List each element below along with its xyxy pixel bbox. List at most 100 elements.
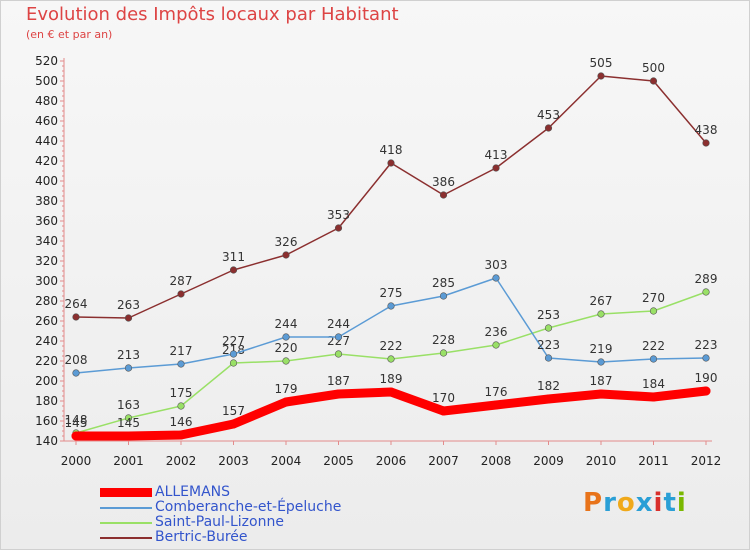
data-point <box>387 302 395 310</box>
logo-letter: t <box>663 488 677 518</box>
data-label: 219 <box>590 342 613 356</box>
data-point <box>229 266 238 274</box>
data-label: 244 <box>327 317 350 331</box>
data-label: 145 <box>65 416 88 430</box>
data-point <box>124 314 133 322</box>
y-tick-label: 260 <box>35 314 58 328</box>
data-point <box>334 333 343 341</box>
data-label: 289 <box>695 272 718 286</box>
data-label: 263 <box>117 298 140 312</box>
data-label: 285 <box>432 276 455 290</box>
x-tick-label: 2010 <box>586 454 617 468</box>
data-point <box>649 392 658 402</box>
y-tick-label: 180 <box>35 394 58 408</box>
data-point <box>544 394 553 404</box>
data-point <box>492 341 500 349</box>
data-label: 223 <box>537 338 560 352</box>
data-point <box>282 251 290 259</box>
data-label: 157 <box>222 404 245 418</box>
x-tick-label: 2000 <box>61 454 92 468</box>
logo-letter: o <box>616 488 636 518</box>
data-label: 163 <box>117 398 140 412</box>
data-label: 148 <box>65 413 88 427</box>
data-label: 311 <box>222 250 245 264</box>
data-label: 453 <box>537 108 560 122</box>
logo-letter: P <box>583 488 604 518</box>
x-tick-label: 2003 <box>218 454 249 468</box>
data-label: 208 <box>65 353 88 367</box>
data-point <box>702 354 710 362</box>
y-tick-label: 400 <box>35 174 58 188</box>
data-point <box>176 430 186 440</box>
data-label: 264 <box>65 297 88 311</box>
y-tick-label: 460 <box>35 114 58 128</box>
legend-label: Comberanche-et-Épeluche <box>155 499 342 515</box>
y-tick-label: 240 <box>35 334 58 348</box>
data-point <box>492 164 500 172</box>
x-tick-label: 2008 <box>481 454 512 468</box>
y-tick-label: 380 <box>35 194 58 208</box>
y-tick-label: 320 <box>35 254 58 268</box>
data-point <box>701 386 711 396</box>
data-point <box>702 288 710 296</box>
data-point <box>544 124 553 132</box>
legend-label: Bertric-Burée <box>155 529 248 545</box>
data-label: 303 <box>485 258 508 272</box>
data-point <box>387 159 395 167</box>
data-label: 187 <box>590 374 613 388</box>
data-label: 145 <box>117 416 140 430</box>
data-point <box>282 357 290 365</box>
data-point <box>439 349 448 357</box>
data-label: 236 <box>485 325 508 339</box>
proxiti-logo: Proxiti <box>583 488 687 518</box>
data-point <box>177 402 185 410</box>
data-point <box>72 369 80 377</box>
x-tick-label: 2012 <box>691 454 722 468</box>
y-tick-label: 360 <box>35 214 58 228</box>
data-label: 223 <box>695 338 718 352</box>
data-label: 175 <box>170 386 193 400</box>
data-point <box>597 358 605 366</box>
data-point <box>439 292 448 300</box>
data-label: 217 <box>170 344 193 358</box>
data-label: 184 <box>642 377 665 391</box>
data-label: 222 <box>380 339 403 353</box>
data-label: 244 <box>275 317 298 331</box>
data-label: 275 <box>380 286 403 300</box>
y-tick-label: 420 <box>35 154 58 168</box>
data-label: 222 <box>642 339 665 353</box>
x-tick-label: 2006 <box>376 454 407 468</box>
y-tick-label: 500 <box>35 74 58 88</box>
y-tick-label: 440 <box>35 134 58 148</box>
legend-swatch <box>100 488 152 497</box>
y-tick-label: 220 <box>35 354 58 368</box>
x-tick-label: 2007 <box>428 454 459 468</box>
data-point <box>492 274 500 282</box>
data-point <box>281 397 291 407</box>
data-label: 182 <box>537 379 560 393</box>
data-label: 353 <box>327 208 350 222</box>
data-point <box>649 355 658 363</box>
y-tick-label: 340 <box>35 234 58 248</box>
data-label: 418 <box>380 143 403 157</box>
data-label: 227 <box>222 334 245 348</box>
data-point <box>649 77 658 85</box>
x-tick-label: 2005 <box>323 454 354 468</box>
data-point <box>177 290 185 298</box>
data-point <box>334 350 343 358</box>
x-tick-label: 2001 <box>113 454 144 468</box>
legend-swatch <box>100 507 152 509</box>
data-label: 413 <box>485 148 508 162</box>
data-point <box>71 431 81 441</box>
x-tick-label: 2004 <box>271 454 302 468</box>
data-point <box>597 310 605 318</box>
data-label: 500 <box>642 61 665 75</box>
data-point <box>439 191 448 199</box>
data-point <box>124 431 133 441</box>
data-point <box>596 389 606 399</box>
data-point <box>544 324 553 332</box>
legend-swatch <box>100 522 152 524</box>
x-tick-label: 2002 <box>166 454 197 468</box>
